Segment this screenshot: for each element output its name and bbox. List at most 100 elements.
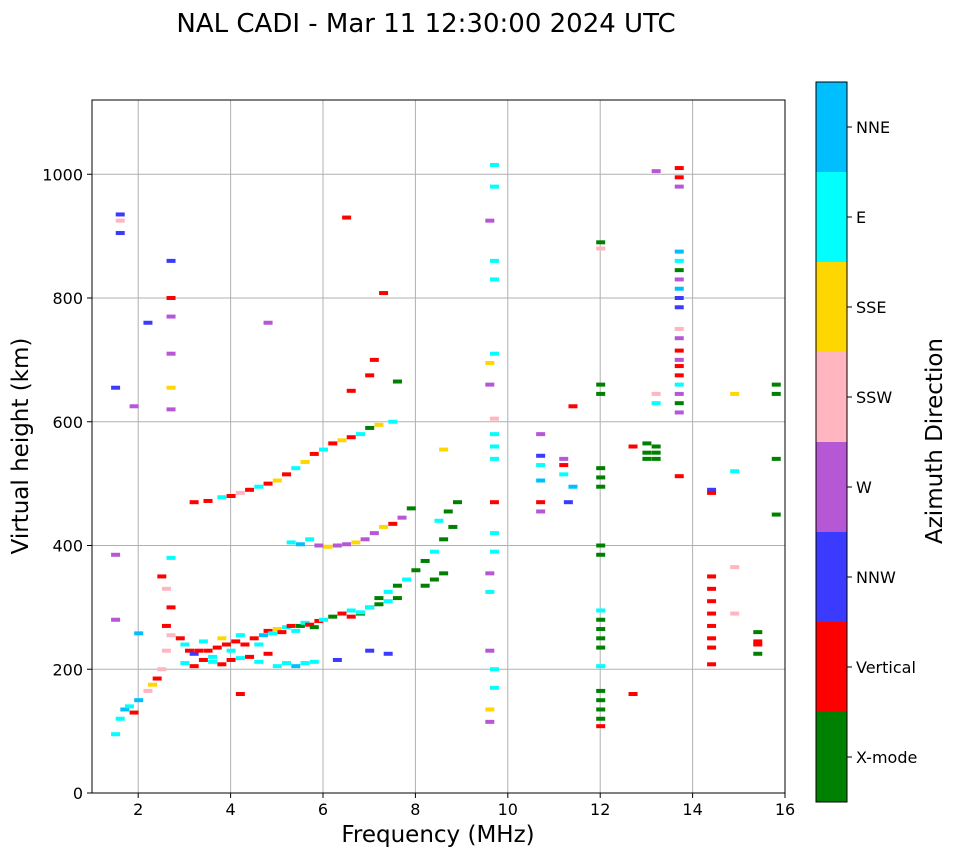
echo-point bbox=[411, 568, 421, 573]
echo-point bbox=[596, 707, 606, 712]
echo-point bbox=[596, 688, 606, 693]
echo-point bbox=[189, 664, 199, 669]
colorbar-segment bbox=[816, 82, 847, 172]
echo-point bbox=[674, 326, 684, 331]
echo-point bbox=[120, 707, 130, 712]
echo-point bbox=[651, 391, 661, 396]
echo-point bbox=[189, 500, 199, 505]
echo-point bbox=[429, 549, 439, 554]
echo-point bbox=[379, 524, 389, 529]
echo-point bbox=[536, 432, 546, 437]
x-tick-label: 8 bbox=[410, 800, 420, 819]
y-tick-label: 1000 bbox=[42, 165, 83, 184]
echo-point bbox=[420, 583, 430, 588]
echo-point bbox=[489, 667, 499, 672]
echo-point bbox=[342, 542, 352, 547]
echo-point bbox=[596, 664, 606, 669]
echo-point bbox=[115, 716, 125, 721]
echo-point bbox=[314, 543, 324, 548]
echo-point bbox=[596, 716, 606, 721]
echo-point bbox=[559, 456, 569, 461]
echo-point bbox=[175, 636, 185, 641]
echo-point bbox=[651, 169, 661, 174]
echo-point bbox=[489, 351, 499, 356]
echo-point bbox=[115, 212, 125, 217]
echo-point bbox=[291, 664, 301, 669]
echo-point bbox=[346, 614, 356, 619]
echo-point bbox=[319, 447, 328, 452]
echo-point bbox=[559, 463, 569, 468]
colorbar-category-label: E bbox=[856, 208, 866, 227]
echo-point bbox=[707, 490, 717, 495]
echo-point bbox=[263, 628, 273, 633]
echo-point bbox=[489, 432, 499, 437]
echo-point bbox=[596, 608, 606, 613]
colorbar-category-label: NNE bbox=[856, 118, 890, 137]
x-tick-label: 10 bbox=[498, 800, 518, 819]
echo-point bbox=[166, 296, 176, 300]
echo-point bbox=[536, 500, 546, 505]
echo-point bbox=[642, 450, 652, 455]
echo-point bbox=[753, 642, 763, 647]
echo-point bbox=[674, 401, 684, 406]
echo-point bbox=[707, 662, 717, 667]
echo-point bbox=[596, 484, 606, 489]
echo-point bbox=[707, 487, 717, 492]
echo-point bbox=[208, 654, 218, 659]
echo-point bbox=[596, 391, 606, 396]
echo-point bbox=[771, 456, 781, 461]
echo-point bbox=[596, 382, 606, 387]
echo-point bbox=[226, 494, 236, 498]
echo-point bbox=[286, 623, 296, 628]
echo-point bbox=[272, 478, 282, 483]
echo-point bbox=[221, 642, 231, 647]
echo-point bbox=[674, 364, 684, 369]
echo-point bbox=[388, 419, 398, 424]
y-tick-label: 200 bbox=[52, 660, 83, 679]
echo-point bbox=[282, 472, 292, 477]
echo-point bbox=[374, 602, 384, 607]
echo-point bbox=[272, 627, 282, 632]
colorbar-category-label: SSE bbox=[856, 298, 886, 317]
echo-point bbox=[489, 258, 499, 263]
echo-point bbox=[651, 444, 661, 449]
colorbar-category-label: X-mode bbox=[856, 748, 917, 767]
echo-point bbox=[674, 391, 684, 396]
echo-point bbox=[180, 642, 190, 647]
echo-point bbox=[730, 391, 740, 396]
echo-point bbox=[489, 416, 499, 421]
echo-point bbox=[143, 320, 153, 325]
echo-point bbox=[185, 648, 195, 653]
echo-point bbox=[392, 379, 402, 384]
echo-point bbox=[439, 571, 449, 576]
echo-point bbox=[452, 500, 462, 505]
echo-point bbox=[596, 636, 606, 641]
echo-point bbox=[753, 639, 763, 644]
echo-point bbox=[157, 574, 167, 579]
grid-lines bbox=[92, 100, 786, 794]
echo-point bbox=[392, 583, 402, 588]
echo-point bbox=[674, 382, 684, 387]
colorbar-frame bbox=[815, 81, 848, 803]
echo-point bbox=[282, 661, 292, 666]
echo-point bbox=[392, 596, 402, 601]
echo-point bbox=[198, 639, 208, 644]
x-tick-label: 14 bbox=[682, 800, 702, 819]
echo-point bbox=[268, 631, 278, 636]
colorbar-label: Azimuth Direction bbox=[922, 338, 948, 544]
echo-point bbox=[568, 404, 578, 409]
echo-point bbox=[291, 628, 301, 633]
echo-point bbox=[286, 540, 296, 545]
colorbar-segment bbox=[816, 172, 847, 262]
echo-point bbox=[166, 633, 176, 638]
echo-point bbox=[369, 357, 379, 362]
echo-point bbox=[328, 614, 338, 619]
echo-point bbox=[374, 596, 384, 601]
echo-point bbox=[674, 286, 684, 291]
echo-point bbox=[309, 451, 319, 456]
echo-point bbox=[245, 487, 255, 492]
y-tick-label: 400 bbox=[52, 537, 83, 556]
echo-point bbox=[319, 617, 328, 622]
echo-point bbox=[235, 692, 245, 696]
